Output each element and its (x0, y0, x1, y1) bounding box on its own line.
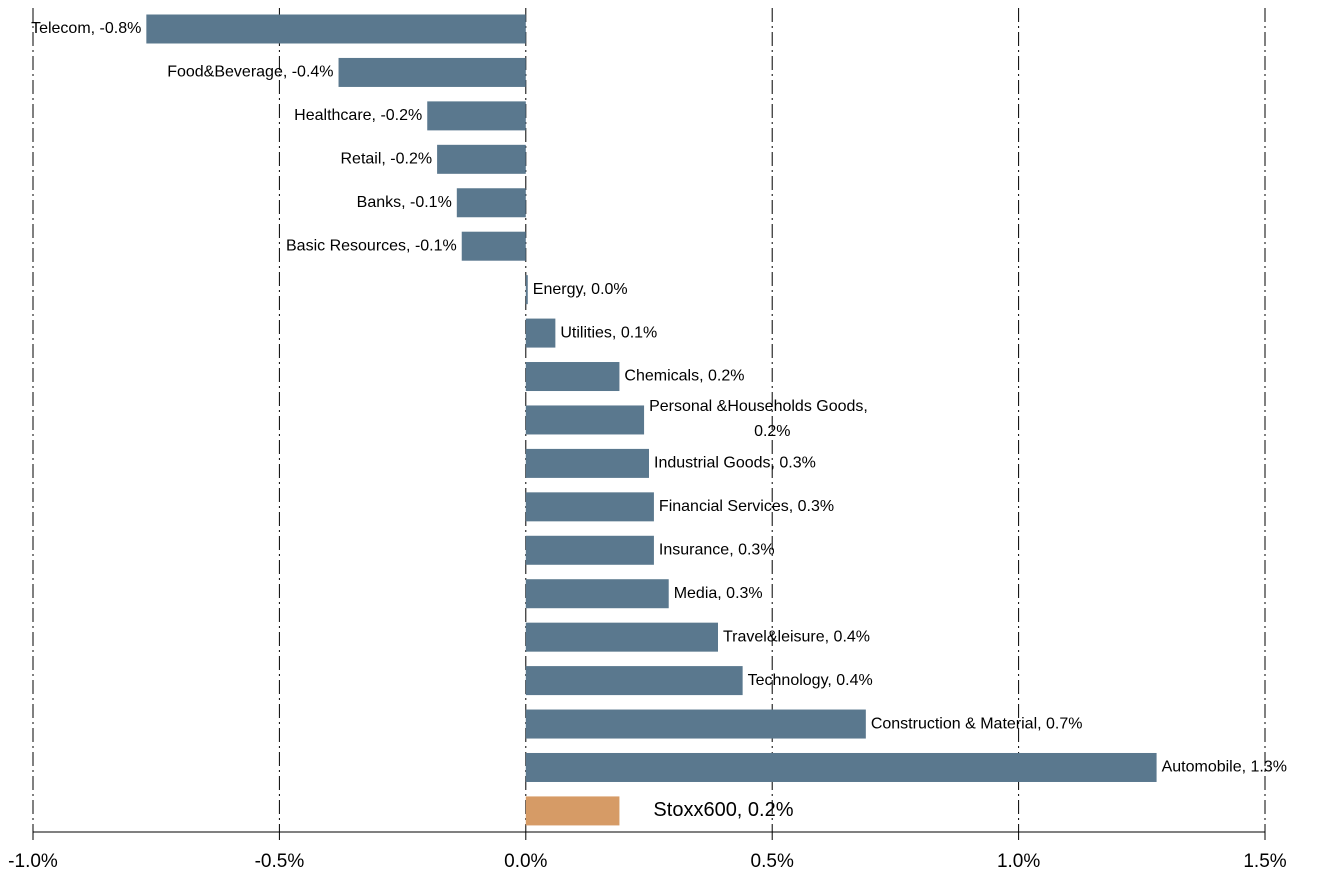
data-label: Technology, 0.4% (748, 672, 873, 689)
x-tick-label: 1.5% (1243, 851, 1286, 872)
bar (525, 709, 866, 739)
bar (525, 752, 1157, 782)
data-label: Construction & Material, 0.7% (871, 715, 1083, 732)
bar (525, 318, 556, 348)
bar (525, 492, 654, 522)
data-label: Insurance, 0.3% (659, 541, 775, 558)
data-label: Healthcare, -0.2% (294, 107, 422, 124)
data-label: Financial Services, 0.3% (659, 498, 834, 515)
x-tick-label: 1.0% (997, 851, 1040, 872)
data-label: Industrial Goods, 0.3% (654, 455, 816, 472)
data-label: Utilities, 0.1% (560, 324, 657, 341)
bar (427, 101, 526, 131)
bar (456, 188, 526, 218)
bar (525, 405, 645, 435)
bar (338, 57, 526, 87)
data-label: Banks, -0.1% (357, 194, 452, 211)
bar (437, 144, 526, 174)
bar (525, 622, 718, 652)
bar (461, 231, 526, 261)
data-label: Basic Resources, -0.1% (286, 237, 457, 254)
x-tick-label: 0.0% (504, 851, 547, 872)
data-label: Energy, 0.0% (533, 281, 628, 298)
bar (525, 579, 669, 609)
bar (525, 448, 649, 478)
x-tick-label: 0.5% (751, 851, 794, 872)
bar (525, 535, 654, 565)
data-label: Stoxx600, 0.2% (653, 799, 793, 821)
bar (525, 275, 528, 305)
data-label: Travel&leisure, 0.4% (723, 628, 870, 645)
data-label: Food&Beverage, -0.4% (167, 64, 333, 81)
data-label: Chemicals, 0.2% (624, 368, 744, 385)
data-label: Automobile, 1.3% (1162, 759, 1287, 776)
bar (525, 362, 620, 392)
bar (146, 14, 526, 44)
data-label: Telecom, -0.8% (31, 20, 141, 37)
x-tick-label: -0.5% (255, 851, 305, 872)
bar (525, 796, 620, 826)
bar (525, 666, 743, 696)
x-tick-label: -1.0% (8, 851, 58, 872)
data-label: Personal &Households Goods, 0.2% (649, 398, 868, 440)
data-label: Retail, -0.2% (341, 151, 433, 168)
data-label: Media, 0.3% (674, 585, 763, 602)
